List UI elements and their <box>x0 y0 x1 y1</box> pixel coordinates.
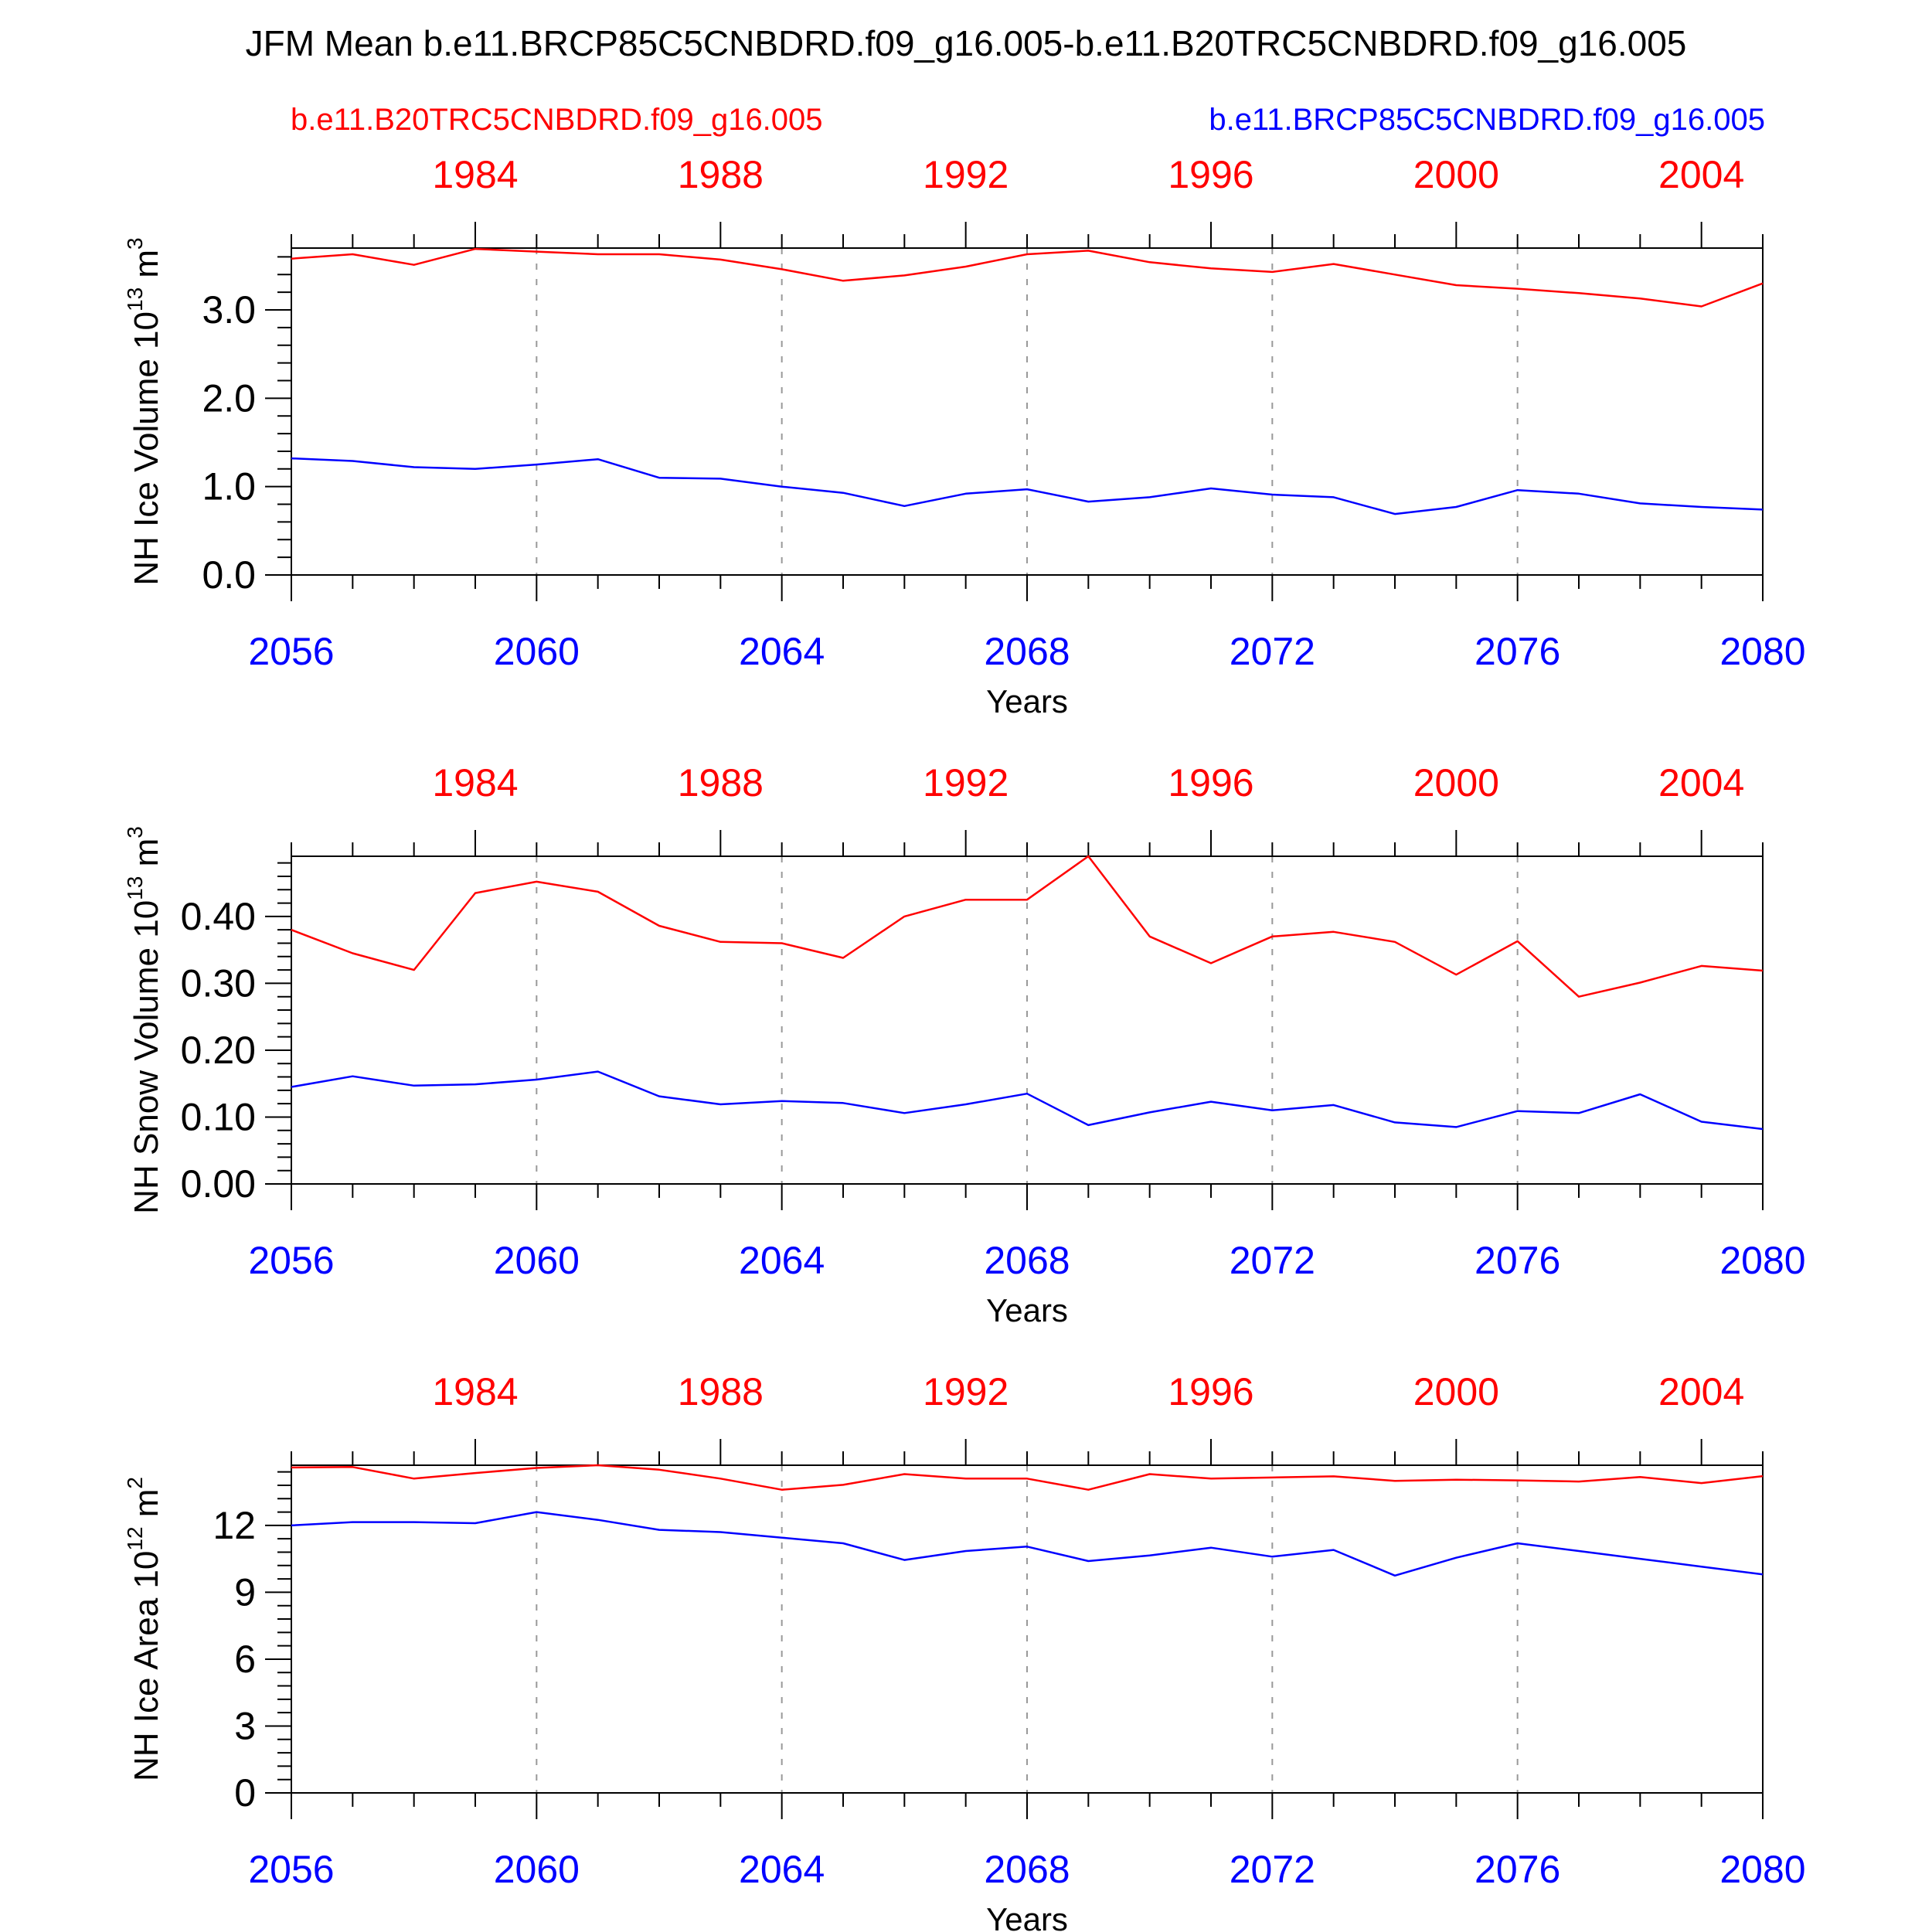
series-line-red <box>291 1464 1764 1491</box>
x-tick-label-top: 2000 <box>1413 761 1499 804</box>
y-tick-label: 3 <box>234 1704 256 1747</box>
y-tick-label: 0 <box>234 1771 256 1815</box>
y-axis-label-text: NH Ice Volume 10 <box>128 311 165 586</box>
x-tick-label-top: 2004 <box>1658 153 1744 196</box>
y-axis-label-unit: m <box>128 838 165 876</box>
y-axis-label: NH Ice Area 1012 m2 <box>123 1477 165 1781</box>
chart-panels: 2056 2060 2064 2068 2072 2076 2080 1984 1988 1992… <box>123 153 1806 1932</box>
series-line-blue <box>291 457 1764 515</box>
y-axis-label-unit: m <box>128 1489 165 1527</box>
x-tick-label-top: 2000 <box>1413 153 1499 196</box>
y-axis-label-text: NH Snow Volume 10 <box>128 900 165 1214</box>
x-tick-label-top: 2004 <box>1658 761 1744 804</box>
x-tick-label-top: 2000 <box>1413 1370 1499 1413</box>
y-tick-label: 0.10 <box>181 1095 256 1138</box>
x-tick-label-bottom: 2076 <box>1475 1848 1560 1891</box>
x-tick-label-bottom: 2076 <box>1475 630 1560 673</box>
x-tick-label-top: 1992 <box>923 761 1009 804</box>
x-tick-label-bottom: 2080 <box>1719 1239 1805 1282</box>
y-tick-label: 0.30 <box>181 961 256 1005</box>
x-tick-label-bottom: 2056 <box>248 1848 334 1891</box>
x-tick-label-top: 1984 <box>432 1370 518 1413</box>
legend-red-label: b.e11.B20TRC5CNBDRD.f09_g16.005 <box>291 103 823 137</box>
y-axis-label-text: NH Ice Area 10 <box>128 1551 165 1781</box>
y-axis-label-unit: m <box>128 250 165 287</box>
y-tick-label: 1.0 <box>202 465 256 509</box>
x-tick-label-bottom: 2068 <box>984 1848 1070 1891</box>
series-line-red <box>291 247 1764 308</box>
y-axis-label-unit-exponent: 3 <box>123 826 147 838</box>
legend-blue-label: b.e11.BRCP85C5CNBDRD.f09_g16.005 <box>1209 103 1765 137</box>
x-tick-label-bottom: 2072 <box>1230 630 1315 673</box>
x-tick-label-top: 1984 <box>432 153 518 196</box>
y-tick-label: 3.0 <box>202 288 256 332</box>
chart-panel-2: 2056 2060 2064 2068 2072 2076 2080 1984 1988 1992… <box>123 761 1806 1328</box>
x-axis-label: Years <box>986 683 1068 719</box>
x-axis-label: Years <box>986 1901 1068 1932</box>
chart-title: JFM Mean b.e11.BRCP85C5CNBDRD.f09_g16.00… <box>246 23 1687 63</box>
x-tick-label-top: 1996 <box>1168 761 1253 804</box>
x-tick-label-top: 1996 <box>1168 1370 1253 1413</box>
y-axis-label: NH Snow Volume 1013 m3 <box>123 826 165 1214</box>
x-tick-label-bottom: 2060 <box>494 630 580 673</box>
x-tick-label-top: 2004 <box>1658 1370 1744 1413</box>
x-tick-label-top: 1992 <box>923 1370 1009 1413</box>
y-tick-label: 0.20 <box>181 1029 256 1072</box>
series-line-blue <box>291 1070 1764 1131</box>
y-axis-label-unit-exponent: 3 <box>123 237 147 250</box>
y-axis-label-exponent: 13 <box>123 876 147 900</box>
x-tick-label-bottom: 2072 <box>1230 1239 1315 1282</box>
y-axis-label-exponent: 13 <box>123 287 147 311</box>
x-tick-label-top: 1988 <box>678 153 764 196</box>
x-tick-label-bottom: 2056 <box>248 1239 334 1282</box>
x-tick-label-bottom: 2080 <box>1719 630 1805 673</box>
y-tick-label: 2.0 <box>202 376 256 420</box>
x-tick-label-bottom: 2064 <box>739 630 825 673</box>
y-axis-label-unit-exponent: 2 <box>123 1477 147 1489</box>
x-axis-label: Years <box>986 1292 1068 1328</box>
chart-panel-1: 2056 2060 2064 2068 2072 2076 2080 1984 1988 1992… <box>123 153 1806 719</box>
chart-panel-3: 2056 2060 2064 2068 2072 2076 2080 1984 1988 1992… <box>123 1370 1806 1932</box>
y-tick-label: 0.00 <box>181 1162 256 1206</box>
y-tick-label: 6 <box>234 1638 256 1681</box>
y-tick-label: 0.0 <box>202 553 256 597</box>
x-tick-label-bottom: 2064 <box>739 1848 825 1891</box>
y-axis-label-exponent: 12 <box>123 1526 147 1550</box>
x-tick-label-bottom: 2060 <box>494 1239 580 1282</box>
x-tick-label-top: 1988 <box>678 1370 764 1413</box>
x-tick-label-bottom: 2072 <box>1230 1848 1315 1891</box>
y-tick-label: 9 <box>234 1570 256 1614</box>
x-tick-label-bottom: 2068 <box>984 630 1070 673</box>
x-tick-label-bottom: 2068 <box>984 1239 1070 1282</box>
x-tick-label-top: 1988 <box>678 761 764 804</box>
y-tick-label: 0.40 <box>181 895 256 938</box>
series-line-blue <box>291 1511 1764 1577</box>
x-tick-label-top: 1996 <box>1168 153 1253 196</box>
y-axis-label: NH Ice Volume 1013 m3 <box>123 237 165 585</box>
series-line-red <box>291 855 1764 998</box>
x-tick-label-bottom: 2064 <box>739 1239 825 1282</box>
y-tick-label: 12 <box>213 1504 256 1547</box>
x-tick-label-top: 1984 <box>432 761 518 804</box>
x-tick-label-bottom: 2080 <box>1719 1848 1805 1891</box>
x-tick-label-bottom: 2076 <box>1475 1239 1560 1282</box>
x-tick-label-bottom: 2056 <box>248 630 334 673</box>
x-tick-label-top: 1992 <box>923 153 1009 196</box>
x-tick-label-bottom: 2060 <box>494 1848 580 1891</box>
